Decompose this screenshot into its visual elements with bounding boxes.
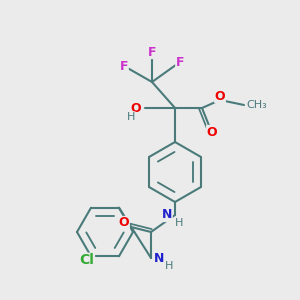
Text: N: N — [154, 251, 164, 265]
Text: F: F — [120, 59, 128, 73]
Text: H: H — [165, 261, 173, 271]
Text: N: N — [162, 208, 172, 221]
Text: O: O — [130, 101, 141, 115]
Text: O: O — [207, 125, 217, 139]
Text: O: O — [215, 89, 225, 103]
Text: F: F — [176, 56, 184, 68]
Text: Cl: Cl — [80, 253, 94, 267]
Text: O: O — [119, 217, 129, 230]
Text: H: H — [127, 112, 135, 122]
Text: F: F — [148, 46, 156, 59]
Text: H: H — [175, 218, 183, 228]
Text: CH₃: CH₃ — [246, 100, 267, 110]
